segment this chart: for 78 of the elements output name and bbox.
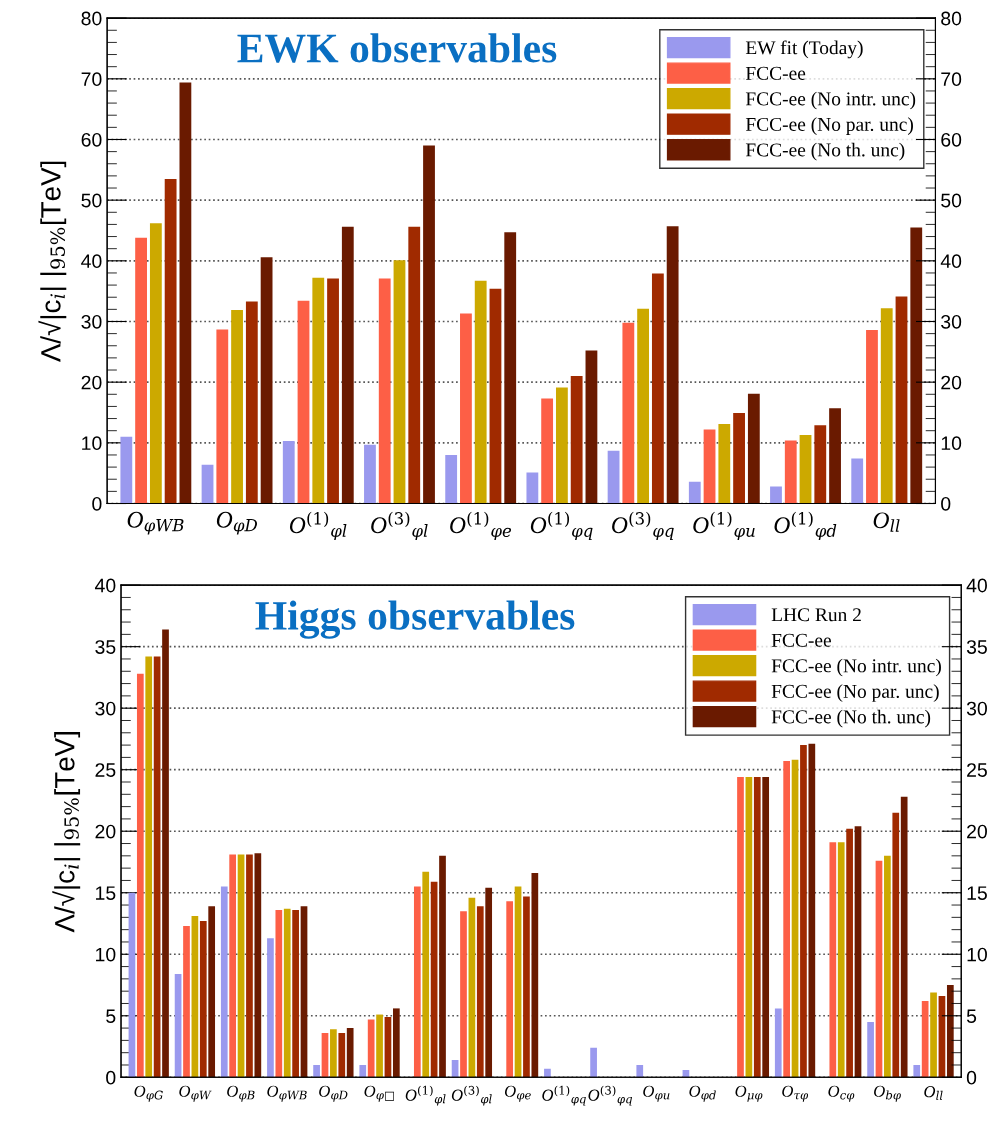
legend-label: FCC-ee (No th. unc) <box>745 142 905 161</box>
x-tick-label: O$_{φe}$ <box>504 1085 531 1102</box>
x-tick-label: O$^{(3)}$$_{φq}$ <box>612 511 674 541</box>
x-tick-label: O$^{(1)}$$_{φu}$ <box>693 511 755 541</box>
y2-tick-label: 10 <box>967 947 987 962</box>
x-tick-label: O$_{φB}$ <box>227 1085 255 1102</box>
y2-tick-label: 15 <box>967 886 987 900</box>
y-axis-title: Λ/√|c$_{i}$| |$_{95%}$[TeV] <box>52 732 81 933</box>
y-tick-label: 0 <box>92 496 102 511</box>
legend-label: FCC-ee <box>745 66 806 80</box>
x-tick-label: O$^{(1)}$$_{φq}$ <box>542 1085 586 1106</box>
y-tick-label: 20 <box>81 375 102 390</box>
legend-label: LHC Run 2 <box>771 608 861 622</box>
y2-tick-label: 20 <box>967 824 987 839</box>
y-tick-label: 15 <box>96 886 116 900</box>
y2-tick-label: 80 <box>941 11 962 26</box>
x-tick-label: O$_{φWB}$ <box>127 511 184 535</box>
legend-label: FCC-ee <box>771 633 831 647</box>
y-tick-label: 60 <box>81 132 102 147</box>
y2-tick-label: 30 <box>941 314 962 329</box>
x-tick-label: O$_{μφ}$ <box>735 1085 763 1102</box>
x-tick-label: O$^{(3)}$$_{φq}$ <box>588 1085 633 1106</box>
x-tick-label: O$_{φW}$ <box>179 1085 212 1102</box>
x-tick-label: O$_{φ□}$ <box>364 1085 394 1102</box>
x-tick-label: O$_{ll}$ <box>873 512 900 532</box>
x-tick-label: O$_{φWB}$ <box>267 1085 307 1102</box>
legend-label: EW fit (Today) <box>745 40 863 59</box>
y-tick-label: 35 <box>95 640 116 654</box>
y-tick-label: 40 <box>81 254 102 269</box>
y-tick-label: 30 <box>81 314 102 329</box>
y2-tick-label: 0 <box>966 1070 977 1085</box>
y2-tick-label: 25 <box>967 763 987 777</box>
y-tick-label: 40 <box>94 578 116 593</box>
legend-label: FCC-ee (No th. unc) <box>771 709 931 728</box>
y-tick-label: 10 <box>82 436 102 451</box>
y2-tick-label: 35 <box>966 640 987 654</box>
y-tick-label: 20 <box>95 824 116 839</box>
x-tick-label: O$^{(1)}$$_{φq}$ <box>530 511 593 541</box>
y-tick-label: 50 <box>81 193 102 208</box>
y-axis-title: Λ/√|c$_{i}$| |$_{95%}$[TeV] <box>38 161 67 363</box>
x-tick-label: O$_{φu}$ <box>643 1085 670 1102</box>
y2-tick-label: 5 <box>966 1009 977 1024</box>
y2-tick-label: 10 <box>941 436 962 451</box>
x-tick-label: O$_{φG}$ <box>134 1085 163 1102</box>
y-tick-label: 10 <box>96 947 116 962</box>
x-tick-label: O$_{φD}$ <box>216 511 257 535</box>
chart-title: EWK observables <box>237 33 557 63</box>
legend-label: FCC-ee (No intr. unc) <box>745 91 916 110</box>
y2-tick-label: 0 <box>941 496 951 511</box>
y-tick-label: 5 <box>106 1009 116 1024</box>
y2-tick-label: 30 <box>966 701 987 716</box>
y2-tick-label: 60 <box>941 132 962 147</box>
legend-label: FCC-ee (No intr. unc) <box>771 658 941 677</box>
x-tick-label: O$_{cφ}$ <box>828 1085 855 1102</box>
x-tick-label: O$_{ll}$ <box>924 1086 943 1100</box>
y2-tick-label: 70 <box>941 72 962 87</box>
x-tick-label: O$^{(3)}$$_{φl}$ <box>371 511 428 541</box>
y-tick-label: 0 <box>106 1070 116 1085</box>
x-tick-label: O$^{(3)}$$_{φl}$ <box>451 1085 492 1106</box>
x-tick-label: O$_{φD}$ <box>319 1085 348 1102</box>
x-tick-label: O$^{(1)}$$_{φe}$ <box>450 511 512 541</box>
y2-tick-label: 40 <box>940 254 962 269</box>
y2-tick-label: 20 <box>941 375 962 390</box>
x-tick-label: O$^{(1)}$$_{φl}$ <box>405 1085 446 1106</box>
y-tick-label: 70 <box>81 72 102 87</box>
y-tick-label: 80 <box>81 11 102 26</box>
y2-tick-label: 40 <box>966 578 987 593</box>
legend-label: FCC-ee (No par. unc) <box>745 117 913 135</box>
legend-label: FCC-ee (No par. unc) <box>771 684 939 702</box>
x-tick-label: O$_{bφ}$ <box>874 1085 901 1102</box>
y-tick-label: 30 <box>95 701 116 716</box>
x-tick-label: O$^{(1)}$$_{φd}$ <box>774 511 837 541</box>
chart-title: Higgs observables <box>255 600 575 639</box>
x-tick-label: O$^{(1)}$$_{φl}$ <box>289 511 347 541</box>
y-tick-label: 25 <box>95 763 116 777</box>
x-tick-label: O$_{φd}$ <box>689 1085 716 1102</box>
y2-tick-label: 50 <box>941 193 962 208</box>
x-tick-label: O$_{τφ}$ <box>782 1085 809 1102</box>
